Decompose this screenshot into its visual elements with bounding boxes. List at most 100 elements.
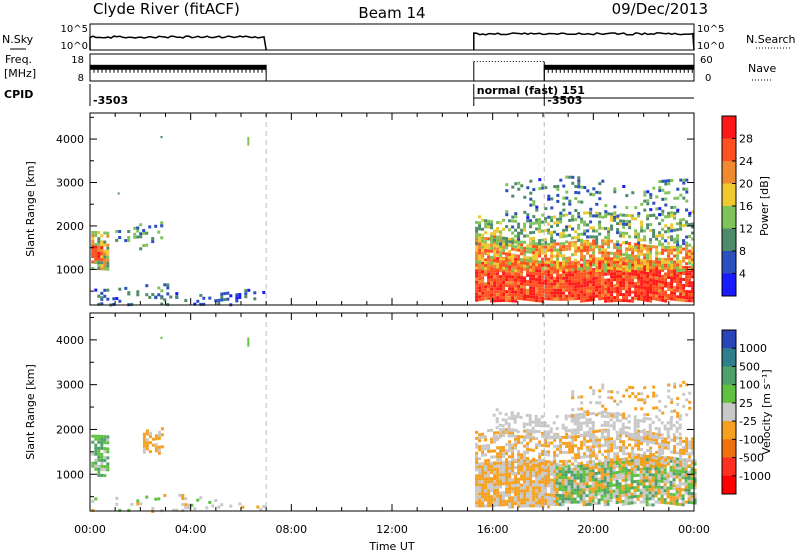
scatter-cell: [510, 411, 514, 415]
scatter-cell: [673, 297, 677, 301]
scatter-cell: [604, 284, 608, 288]
scatter-cell: [690, 495, 694, 499]
scatter-cell: [619, 428, 623, 432]
scatter-cell: [532, 200, 536, 204]
scatter-cell: [670, 179, 674, 182]
scatter-cell: [676, 228, 680, 232]
scatter-cell: [490, 235, 494, 239]
scatter-cell: [529, 286, 533, 290]
scatter-cell: [562, 435, 566, 439]
scatter-cell: [651, 503, 655, 507]
scatter-cell: [649, 284, 653, 288]
scatter-cell: [633, 433, 637, 437]
scatter-cell: [573, 488, 577, 492]
scatter-cell: [690, 471, 694, 475]
scatter-cell: [97, 243, 101, 247]
scatter-cell: [115, 229, 119, 233]
scatter-cell: [514, 478, 518, 481]
scatter-cell: [649, 281, 653, 285]
scatter-cell: [511, 299, 515, 303]
scatter-cell: [490, 483, 494, 487]
scatter-cell: [517, 242, 521, 246]
scatter-cell: [603, 494, 607, 498]
scatter-cell: [508, 446, 512, 450]
scatter-cell: [595, 229, 599, 233]
scatter-cell: [532, 260, 536, 263]
scatter-cell: [661, 263, 665, 267]
scatter-cell: [535, 208, 539, 212]
scatter-cell: [631, 214, 635, 218]
scatter-cell: [505, 284, 509, 288]
scatter-cell: [603, 476, 607, 480]
scatter-cell: [693, 501, 697, 505]
scatter-cell: [625, 206, 629, 210]
scatter-cell: [649, 275, 653, 279]
scatter-cell: [577, 185, 581, 189]
scatter-cell: [499, 500, 503, 504]
scatter-cell: [532, 504, 536, 508]
scatter-cell: [678, 417, 682, 421]
scatter-cell: [97, 470, 101, 474]
scatter-cell: [511, 266, 515, 270]
scatter-cell: [475, 232, 479, 236]
scatter-cell: [580, 281, 584, 285]
scatter-cell: [559, 254, 563, 258]
scatter-cell: [529, 280, 533, 284]
scatter-cell: [514, 490, 518, 493]
scatter-cell: [538, 465, 542, 469]
scatter-cell: [508, 464, 512, 468]
scatter-cell: [565, 282, 569, 286]
scatter-cell: [544, 460, 548, 463]
scatter-cell: [690, 483, 694, 487]
scatter-cell: [661, 437, 665, 440]
scatter-cell: [691, 461, 695, 465]
scatter-cell: [564, 482, 568, 486]
scatter-cell: [544, 463, 548, 466]
scatter-cell: [679, 260, 683, 263]
scatter-cell: [663, 480, 667, 484]
colorbar-swatch: [722, 161, 736, 184]
scatter-cell: [571, 435, 575, 439]
scatter-cell: [538, 471, 542, 475]
scatter-cell: [627, 498, 631, 502]
scatter-cell: [562, 228, 566, 232]
scatter-cell: [556, 462, 560, 466]
scatter-cell: [103, 468, 107, 472]
scatter-cell: [124, 286, 128, 290]
scatter-cell: [580, 252, 584, 256]
scatter-cell: [511, 256, 515, 260]
scatter-cell: [496, 491, 500, 495]
scatter-cell: [610, 227, 614, 231]
scatter-cell: [592, 439, 596, 443]
scatter-cell: [565, 462, 569, 466]
scatter-cell: [559, 282, 563, 286]
scatter-cell: [262, 291, 266, 294]
scatter-cell: [651, 491, 655, 495]
scatter-cell: [556, 291, 560, 295]
scatter-cell: [535, 459, 539, 463]
scatter-cell: [495, 420, 499, 424]
scatter-cell: [601, 257, 605, 261]
scatter-cell: [627, 414, 631, 418]
scatter-cell: [508, 440, 512, 444]
scatter-cell: [553, 294, 557, 298]
scatter-cell: [142, 438, 146, 442]
scatter-cell: [592, 295, 596, 299]
scatter-cell: [676, 277, 680, 281]
scatter-cell: [529, 465, 533, 469]
scatter-cell: [610, 260, 614, 264]
scatter-cell: [637, 392, 641, 396]
scatter-cell: [666, 433, 670, 437]
scatter-cell: [637, 261, 641, 265]
scatter-cell: [589, 220, 593, 224]
scatter-cell: [478, 263, 482, 267]
scatter-cell: [559, 450, 563, 454]
scatter-cell: [547, 460, 551, 464]
scatter-cell: [568, 288, 572, 292]
scatter-cell: [688, 458, 692, 462]
scatter-cell: [532, 239, 536, 243]
scatter-cell: [616, 296, 620, 299]
scatter-cell: [484, 237, 488, 240]
scatter-cell: [475, 486, 479, 490]
